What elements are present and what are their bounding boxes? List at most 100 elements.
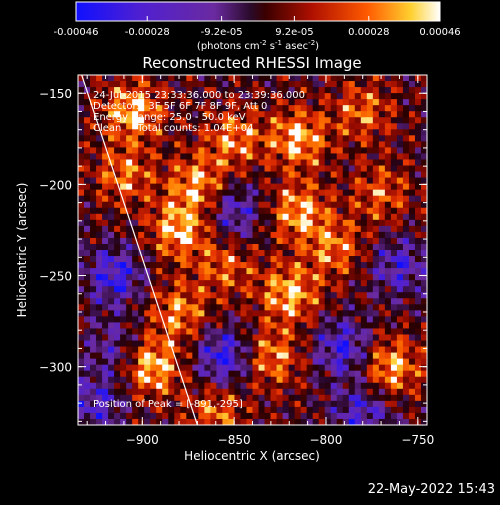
- heatmap-cell: [240, 286, 248, 293]
- heatmap-cell: [108, 93, 115, 100]
- heatmap-cell: [246, 165, 254, 173]
- heatmap-cell: [294, 219, 302, 227]
- heatmap-cell: [420, 159, 427, 167]
- heatmap-cell: [162, 219, 169, 227]
- heatmap-cell: [288, 346, 296, 354]
- heatmap-cell: [348, 171, 356, 179]
- heatmap-cell: [306, 165, 314, 173]
- heatmap-cell: [354, 412, 362, 420]
- heatmap-cell: [390, 225, 398, 233]
- heatmap-cell: [150, 280, 157, 287]
- heatmap-cell: [228, 231, 236, 239]
- heatmap-cell: [300, 334, 308, 342]
- heatmap-cell: [360, 298, 368, 305]
- heatmap-cell: [384, 250, 392, 257]
- heatmap-cell: [162, 111, 169, 118]
- heatmap-cell: [186, 346, 193, 354]
- heatmap-cell: [270, 298, 278, 305]
- heatmap-cell: [186, 243, 193, 251]
- heatmap-cell: [84, 382, 91, 390]
- heatmap-cell: [414, 370, 422, 378]
- heatmap-cell: [408, 153, 416, 161]
- heatmap-cell: [162, 141, 169, 149]
- heatmap-cell: [342, 213, 350, 221]
- heatmap-cell: [390, 153, 398, 161]
- heatmap-cell: [354, 364, 362, 372]
- heatmap-cell: [186, 262, 193, 269]
- heatmap-cell: [396, 243, 404, 251]
- heatmap-cell: [318, 195, 326, 203]
- heatmap-cell: [318, 87, 326, 94]
- heatmap-cell: [204, 141, 211, 149]
- heatmap-cell: [384, 418, 392, 425]
- heatmap-cell: [216, 292, 224, 299]
- heatmap-cell: [168, 243, 175, 251]
- heatmap-cell: [78, 93, 85, 100]
- heatmap-cell: [144, 358, 151, 366]
- heatmap-cell: [138, 412, 145, 420]
- heatmap-cell: [378, 364, 386, 372]
- heatmap-cell: [96, 418, 103, 425]
- heatmap-cell: [300, 364, 308, 372]
- heatmap-cell: [192, 280, 199, 287]
- heatmap-cell: [396, 213, 404, 221]
- heatmap-cell: [288, 129, 296, 136]
- heatmap-cell: [240, 99, 248, 106]
- heatmap-cell: [420, 328, 427, 336]
- heatmap-cell: [354, 262, 362, 269]
- heatmap-cell: [306, 171, 314, 179]
- heatmap-cell: [288, 322, 296, 330]
- heatmap-cell: [342, 268, 350, 275]
- heatmap-cell: [306, 111, 314, 118]
- heatmap-cell: [270, 183, 278, 191]
- heatmap-cell: [132, 237, 139, 245]
- heatmap-cell: [300, 135, 308, 142]
- heatmap-cell: [90, 87, 97, 94]
- heatmap-cell: [84, 304, 91, 311]
- heatmap-cell: [330, 123, 338, 130]
- heatmap-cell: [234, 123, 242, 130]
- heatmap-cell: [378, 382, 386, 390]
- heatmap-cell: [366, 171, 374, 179]
- heatmap-cell: [96, 268, 103, 275]
- heatmap-cell: [78, 304, 85, 311]
- heatmap-cell: [180, 105, 187, 112]
- heatmap-cell: [210, 237, 217, 245]
- heatmap-cell: [300, 207, 308, 215]
- heatmap-cell: [402, 316, 410, 324]
- heatmap-cell: [216, 346, 224, 354]
- heatmap-cell: [258, 250, 266, 257]
- heatmap-cell: [258, 298, 266, 305]
- heatmap-cell: [162, 376, 169, 384]
- heatmap-cell: [420, 304, 427, 311]
- heatmap-cell: [288, 111, 296, 118]
- heatmap-cell: [306, 177, 314, 185]
- heatmap-cell: [90, 171, 97, 179]
- heatmap-cell: [378, 334, 386, 342]
- heatmap-cell: [282, 280, 290, 287]
- heatmap-cell: [210, 364, 217, 372]
- heatmap-cell: [234, 304, 242, 311]
- heatmap-cell: [420, 171, 427, 179]
- heatmap-cell: [378, 250, 386, 257]
- heatmap-cell: [180, 75, 187, 82]
- heatmap-cell: [216, 394, 224, 402]
- heatmap-cell: [156, 171, 163, 179]
- heatmap-cell: [330, 165, 338, 173]
- heatmap-cell: [216, 117, 224, 124]
- heatmap-cell: [300, 400, 308, 408]
- heatmap-cell: [294, 195, 302, 203]
- heatmap-cell: [384, 123, 392, 130]
- heatmap-cell: [390, 201, 398, 209]
- heatmap-cell: [354, 213, 362, 221]
- heatmap-cell: [96, 358, 103, 366]
- heatmap-cell: [390, 334, 398, 342]
- x-tick-label: −850: [218, 433, 251, 447]
- heatmap-cell: [390, 412, 398, 420]
- heatmap-cell: [174, 165, 181, 173]
- heatmap-cell: [276, 388, 284, 396]
- heatmap-cell: [168, 268, 175, 275]
- heatmap-cell: [84, 201, 91, 209]
- heatmap-cell: [150, 328, 157, 336]
- heatmap-cell: [168, 129, 175, 136]
